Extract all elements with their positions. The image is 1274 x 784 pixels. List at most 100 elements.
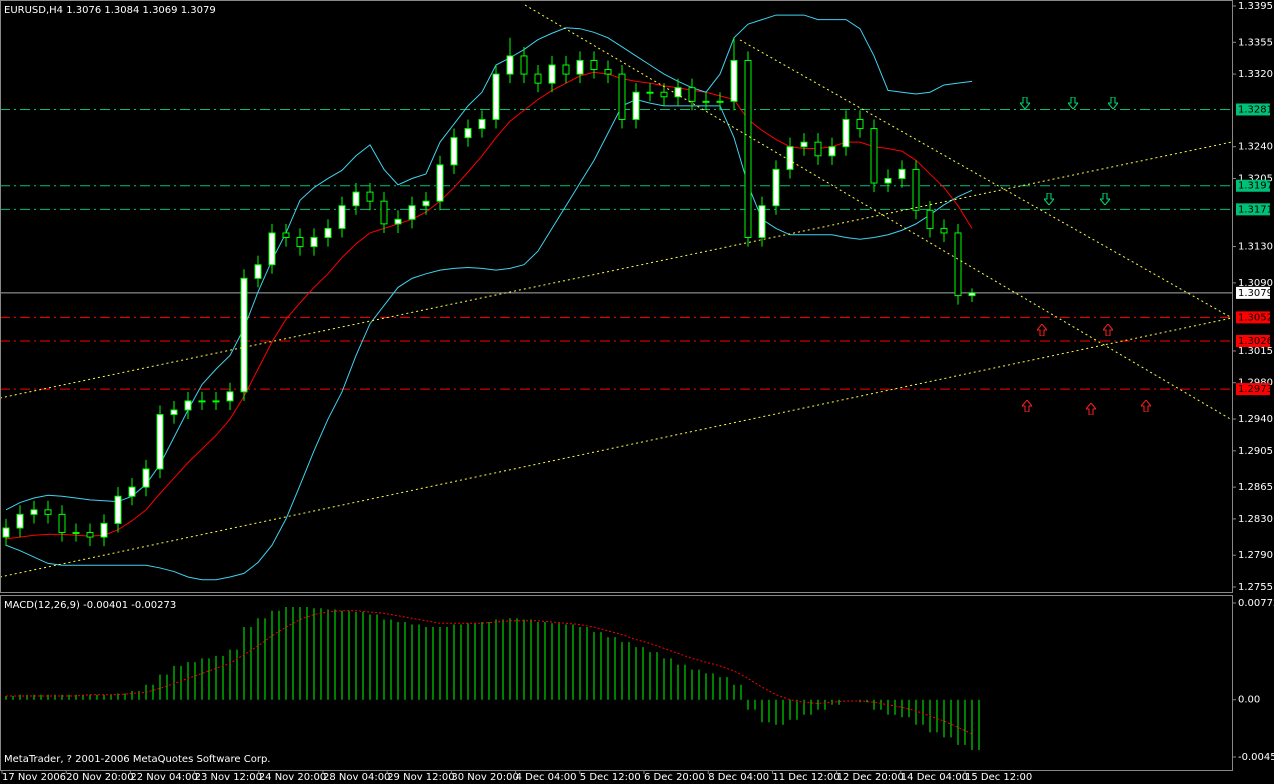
x-tick-label: 8 Dec 04:00 xyxy=(708,772,769,783)
candle-body xyxy=(450,137,458,166)
candle-body xyxy=(366,191,374,202)
x-tick-label: 11 Dec 12:00 xyxy=(772,772,839,783)
level-tag xyxy=(1236,103,1270,116)
level-tag xyxy=(1236,311,1270,324)
y-tick-label: 1.3015 xyxy=(1238,346,1273,357)
y-tick-label: 1.2905 xyxy=(1238,446,1273,457)
candle-body xyxy=(128,486,136,497)
candle-body xyxy=(562,64,570,75)
candle-body xyxy=(800,141,808,148)
y-tick-label: 1.3240 xyxy=(1238,142,1273,153)
price-tag xyxy=(1236,286,1270,299)
candle-body xyxy=(758,205,766,238)
y-tick-label: 1.3355 xyxy=(1238,37,1273,48)
x-tick-label: 5 Dec 12:00 xyxy=(580,772,641,783)
candle-body xyxy=(898,168,906,179)
price-label: 1.3079 xyxy=(1238,288,1273,299)
x-tick-label: 30 Nov 20:00 xyxy=(451,772,518,783)
x-tick-label: 14 Dec 04:00 xyxy=(901,772,968,783)
y-tick-label: 1.2830 xyxy=(1238,514,1273,525)
y-tick-label: 0.00 xyxy=(1238,695,1260,706)
candle-body xyxy=(408,205,416,220)
y-tick-label: 1.2755 xyxy=(1238,582,1273,593)
copyright: MetaTrader, ? 2001-2006 MetaQuotes Softw… xyxy=(4,754,270,765)
y-tick-label: 1.3395 xyxy=(1238,1,1273,12)
candle-body xyxy=(310,236,318,248)
candle-body xyxy=(688,87,696,102)
candle-body xyxy=(646,91,654,94)
candle-body xyxy=(436,164,444,202)
candle-body xyxy=(170,409,178,416)
level-tag xyxy=(1236,383,1270,396)
candle-body xyxy=(114,495,122,524)
candle-body xyxy=(296,236,304,248)
candle-body xyxy=(828,146,836,157)
candle-body xyxy=(856,118,864,130)
level-tag xyxy=(1236,203,1270,216)
level-label: 1.3026 xyxy=(1238,336,1273,347)
candle-body xyxy=(352,191,360,207)
y-tick-label: 0.00772 xyxy=(1238,598,1274,609)
candle-body xyxy=(226,391,234,402)
candle-body xyxy=(16,513,24,529)
candle-body xyxy=(324,227,332,238)
x-tick-label: 24 Nov 20:00 xyxy=(259,772,326,783)
level-label: 1.3052 xyxy=(1238,312,1273,323)
trendlines xyxy=(0,4,1233,578)
y-tick-label: 1.3320 xyxy=(1238,69,1273,80)
candle-body xyxy=(730,59,738,102)
candle-body xyxy=(478,118,486,130)
x-tick-label: 29 Nov 12:00 xyxy=(387,772,454,783)
candle-body xyxy=(660,91,668,98)
level-label: 1.3197 xyxy=(1238,181,1273,192)
candle-body xyxy=(632,91,640,120)
candle-body xyxy=(590,59,598,71)
candle-body xyxy=(968,292,976,297)
y-tick-label: 1.2865 xyxy=(1238,482,1273,493)
x-tick-label: 17 Nov 2006 xyxy=(2,772,66,783)
candle-body xyxy=(184,400,192,411)
candle-body xyxy=(198,400,206,403)
y-tick-label: 1.2790 xyxy=(1238,550,1273,561)
candle-body xyxy=(548,64,556,84)
candle-body xyxy=(422,200,430,207)
candle-body xyxy=(30,509,38,515)
trendline xyxy=(739,39,1233,319)
candle-body xyxy=(86,532,94,538)
candle-body xyxy=(716,100,724,103)
level-tag xyxy=(1236,334,1270,347)
trendline xyxy=(524,4,1233,421)
indicator-line xyxy=(5,14,973,511)
x-tick-label: 28 Nov 04:00 xyxy=(323,772,390,783)
macd-title: MACD(12,26,9) -0.00401 -0.00273 xyxy=(4,600,176,611)
candle-body xyxy=(772,168,780,207)
candle-body xyxy=(282,232,290,238)
y-tick-label: 1.3130 xyxy=(1238,242,1273,253)
y-tick-label: 1.3090 xyxy=(1238,278,1273,289)
x-tick-label: 20 Nov 20:00 xyxy=(66,772,133,783)
candle-body xyxy=(506,55,514,75)
x-tick-label: 6 Dec 20:00 xyxy=(644,772,705,783)
candle-body xyxy=(870,128,878,184)
indicator-line xyxy=(5,71,973,540)
candle-body xyxy=(912,168,920,211)
candle-body xyxy=(394,218,402,225)
candle-body xyxy=(212,400,220,403)
candle-body xyxy=(576,59,584,75)
y-tick-label: 1.3205 xyxy=(1238,173,1273,184)
x-tick-label: 15 Dec 12:00 xyxy=(965,772,1032,783)
candle-body xyxy=(142,468,150,488)
candle-body xyxy=(926,209,934,229)
macd-panel: 0.00772 0.00 -0.00457 xyxy=(5,598,1274,763)
candle-body xyxy=(492,73,500,120)
candle-body xyxy=(534,73,542,84)
y-tick-label: 1.2940 xyxy=(1238,414,1273,425)
candle-body xyxy=(100,522,108,538)
macd-frame xyxy=(0,595,1233,771)
candle-body xyxy=(380,200,388,225)
candle-body xyxy=(744,59,752,238)
candle-body xyxy=(2,527,10,538)
